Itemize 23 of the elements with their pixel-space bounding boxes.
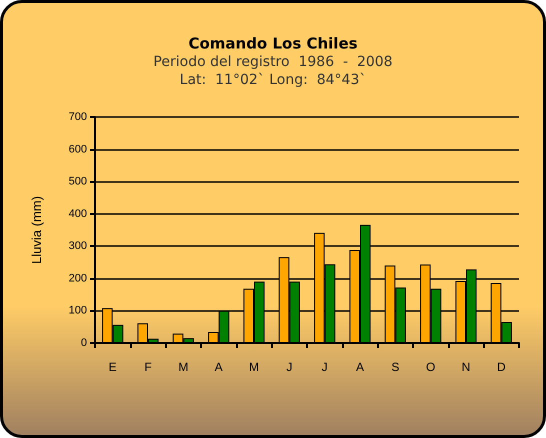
y-tick-label: 500 (68, 176, 87, 188)
y-tick-label: 700 (68, 111, 87, 123)
x-tick-label: F (144, 360, 152, 374)
x-tick-label: O (426, 360, 436, 374)
x-tick-label: N (462, 360, 470, 374)
y-tick-label: 200 (68, 272, 87, 284)
y-tick-label: 600 (68, 143, 87, 156)
x-tick-label: M (249, 360, 259, 374)
x-tick-label: A (214, 360, 223, 374)
x-tick-label: S (391, 360, 400, 374)
y-tick-label: 0 (80, 337, 87, 349)
y-tick-label: 100 (68, 304, 87, 317)
x-tick-label: J (286, 360, 292, 374)
x-tick-label: E (108, 360, 117, 374)
chart-subtitle: Periodo del registro 1986 - 2008 Lat: 11°02` Long: 84°43` (153, 54, 393, 88)
chart-title: Comando Los Chiles (188, 34, 358, 52)
x-tick-label: D (496, 360, 506, 374)
x-tick-label: M (178, 360, 188, 374)
y-tick-label: 300 (68, 240, 87, 252)
x-tick-label: J (322, 360, 328, 374)
y-tick-label: 400 (68, 208, 87, 220)
y-axis-title: Lluvia (mm) (29, 196, 44, 264)
x-tick-label: A (356, 360, 364, 374)
